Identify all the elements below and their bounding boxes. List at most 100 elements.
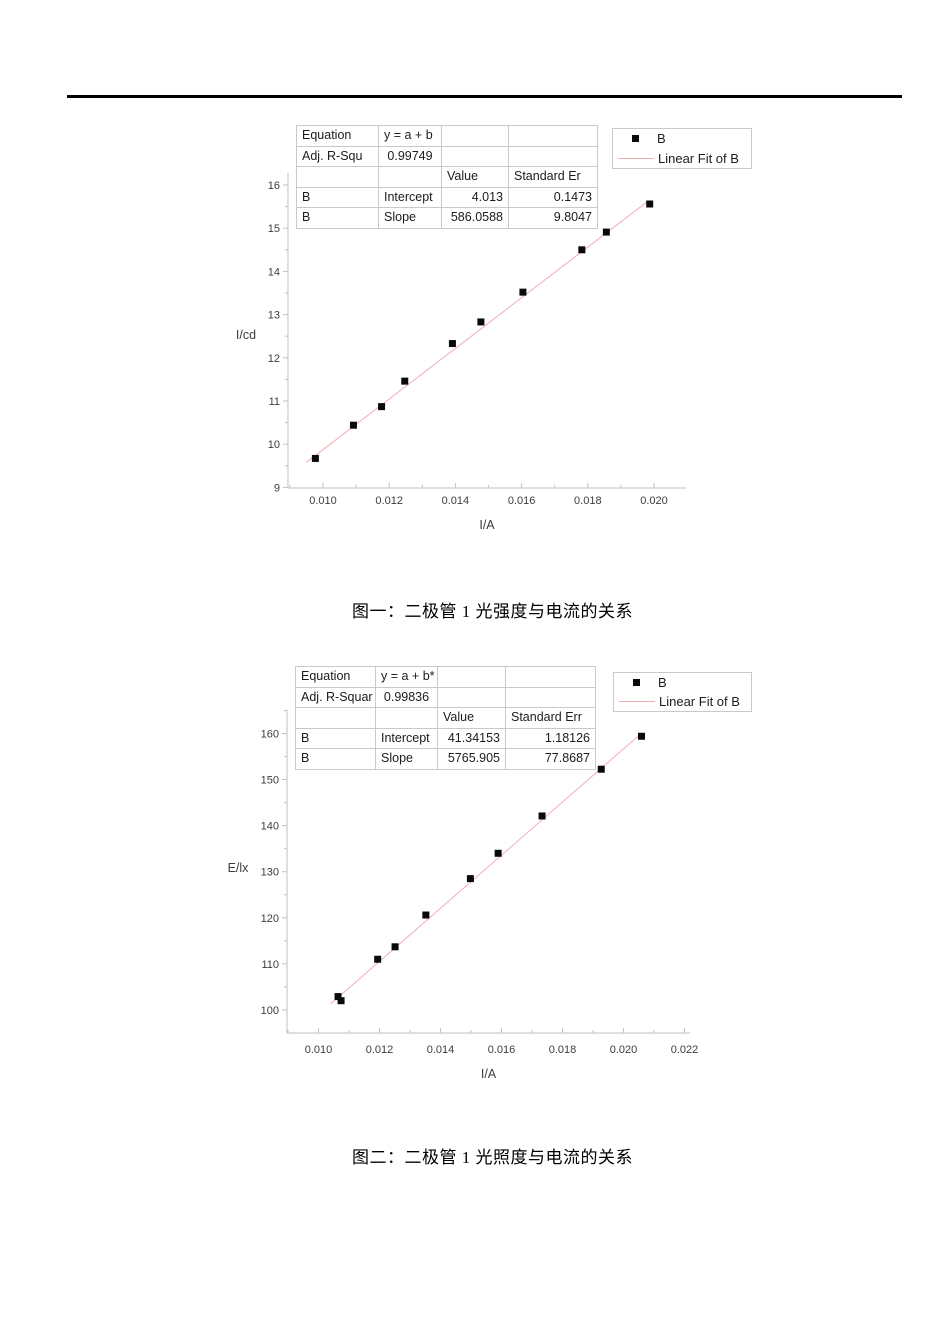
data-point bbox=[391, 943, 399, 951]
cell bbox=[375, 707, 438, 729]
x-axis-label: I/A bbox=[479, 518, 495, 532]
y-tick-label: 14 bbox=[268, 266, 280, 278]
legend-label: B bbox=[658, 675, 667, 690]
cell bbox=[296, 166, 379, 188]
data-point bbox=[637, 732, 645, 740]
data-point bbox=[519, 288, 527, 296]
cell bbox=[505, 686, 596, 709]
cell: 9.8047 bbox=[508, 207, 598, 229]
y-tick-label: 15 bbox=[268, 223, 280, 235]
x-tick-label: 0.016 bbox=[508, 495, 536, 507]
legend-entry-fit: Linear Fit of B bbox=[614, 692, 751, 711]
cell bbox=[295, 707, 376, 729]
data-point bbox=[349, 421, 357, 429]
y-tick-label: 100 bbox=[261, 1005, 279, 1017]
cell: Standard Er bbox=[508, 166, 598, 188]
figure2-caption: 图二：二极管 1 光照度与电流的关系 bbox=[352, 1148, 633, 1167]
y-tick-label: 10 bbox=[268, 439, 280, 451]
legend-entry-fit: Linear Fit of B bbox=[613, 149, 751, 169]
table-row: Adj. R-Squ 0.99749 bbox=[296, 145, 598, 168]
fit-line-sample-icon bbox=[618, 157, 654, 159]
cell: 0.1473 bbox=[508, 186, 598, 209]
chart2-legend: B Linear Fit of B bbox=[613, 672, 752, 712]
x-axis-label: I/A bbox=[481, 1067, 497, 1081]
cell: B bbox=[295, 748, 376, 770]
x-tick-label: 0.012 bbox=[375, 495, 403, 507]
table-row: B Intercept 4.013 0.1473 bbox=[296, 186, 598, 209]
cell bbox=[378, 166, 442, 188]
legend-entry-series: B bbox=[613, 129, 751, 149]
cell bbox=[437, 686, 506, 709]
x-tick-label: 0.012 bbox=[366, 1044, 394, 1056]
cell: Standard Err bbox=[505, 707, 596, 729]
cell: 1.18126 bbox=[505, 727, 596, 750]
cell: Adj. R-Squ bbox=[296, 145, 379, 168]
cell: y = a + b* bbox=[375, 666, 438, 688]
legend-label: Linear Fit of B bbox=[658, 150, 739, 166]
x-tick-label: 0.014 bbox=[427, 1044, 455, 1056]
x-tick-label: 0.020 bbox=[610, 1044, 638, 1056]
y-tick-label: 16 bbox=[268, 180, 280, 192]
chart1-legend: B Linear Fit of B bbox=[612, 128, 752, 169]
y-tick-label: 160 bbox=[261, 729, 279, 741]
cell: 586.0588 bbox=[441, 207, 509, 229]
linear-fit-line bbox=[306, 201, 648, 463]
x-tick-label: 0.022 bbox=[671, 1044, 699, 1056]
data-point bbox=[538, 812, 546, 820]
cell: Equation bbox=[295, 666, 376, 688]
x-tick-label: 0.018 bbox=[549, 1044, 577, 1056]
x-tick-label: 0.010 bbox=[305, 1044, 333, 1056]
cell: Adj. R-Squar bbox=[295, 686, 376, 709]
cell: Intercept bbox=[375, 727, 438, 750]
x-tick-label: 0.014 bbox=[442, 495, 470, 507]
data-point bbox=[466, 875, 474, 883]
legend-label: Linear Fit of B bbox=[659, 694, 740, 709]
cell: y = a + b bbox=[378, 125, 442, 147]
table-row: Value Standard Err bbox=[295, 707, 596, 729]
cell: 77.8687 bbox=[505, 748, 596, 770]
table-row: B Slope 5765.905 77.8687 bbox=[295, 748, 596, 770]
chart1-fit-parameter-table: Equation y = a + b Adj. R-Squ 0.99749 Va… bbox=[296, 125, 598, 229]
cell: 0.99836 bbox=[375, 686, 438, 709]
y-tick-label: 130 bbox=[261, 867, 279, 879]
cell: Slope bbox=[378, 207, 442, 229]
table-row: B Intercept 41.34153 1.18126 bbox=[295, 727, 596, 750]
cell: B bbox=[296, 186, 379, 209]
cell: B bbox=[295, 727, 376, 750]
data-point bbox=[311, 454, 319, 462]
square-marker-icon bbox=[633, 679, 640, 686]
cell: 41.34153 bbox=[437, 727, 506, 750]
cell bbox=[508, 125, 598, 147]
data-point bbox=[334, 993, 342, 1001]
cell bbox=[441, 125, 509, 147]
data-point bbox=[422, 911, 430, 919]
y-tick-label: 11 bbox=[269, 396, 280, 408]
legend-entry-series: B bbox=[614, 673, 751, 692]
fit-line-sample-icon bbox=[619, 701, 655, 702]
x-tick-label: 0.010 bbox=[309, 495, 337, 507]
y-tick-label: 120 bbox=[261, 913, 279, 925]
header-rule bbox=[67, 95, 902, 98]
x-tick-label: 0.016 bbox=[488, 1044, 516, 1056]
chart2-illuminance-vs-current: 0.010 0.012 0.014 0.016 0.018 0.020 0.022 100 11… bbox=[228, 709, 699, 1081]
cell: 0.99749 bbox=[378, 145, 442, 168]
legend-label: B bbox=[657, 131, 666, 147]
cell: Intercept bbox=[378, 186, 442, 209]
y-tick-label: 12 bbox=[268, 353, 280, 365]
cell: 5765.905 bbox=[437, 748, 506, 770]
data-point bbox=[337, 997, 345, 1005]
chart2-fit-parameter-table: Equation y = a + b* Adj. R-Squar 0.99836… bbox=[295, 666, 596, 770]
x-tick-label: 0.018 bbox=[574, 495, 602, 507]
data-point bbox=[494, 849, 502, 857]
data-point bbox=[477, 318, 485, 326]
cell: Value bbox=[441, 166, 509, 188]
y-tick-label: 9 bbox=[274, 482, 280, 494]
y-tick-label: 140 bbox=[261, 821, 279, 833]
y-axis-label: I/cd bbox=[236, 328, 256, 342]
cell: Equation bbox=[296, 125, 379, 147]
data-point bbox=[401, 377, 409, 385]
chart1-intensity-vs-current: 0.010 0.012 0.014 0.016 0.018 0.020 9 10 11 12 13 1… bbox=[236, 173, 686, 532]
figure1-caption: 图一：二极管 1 光强度与电流的关系 bbox=[352, 602, 633, 621]
cell bbox=[437, 666, 506, 688]
